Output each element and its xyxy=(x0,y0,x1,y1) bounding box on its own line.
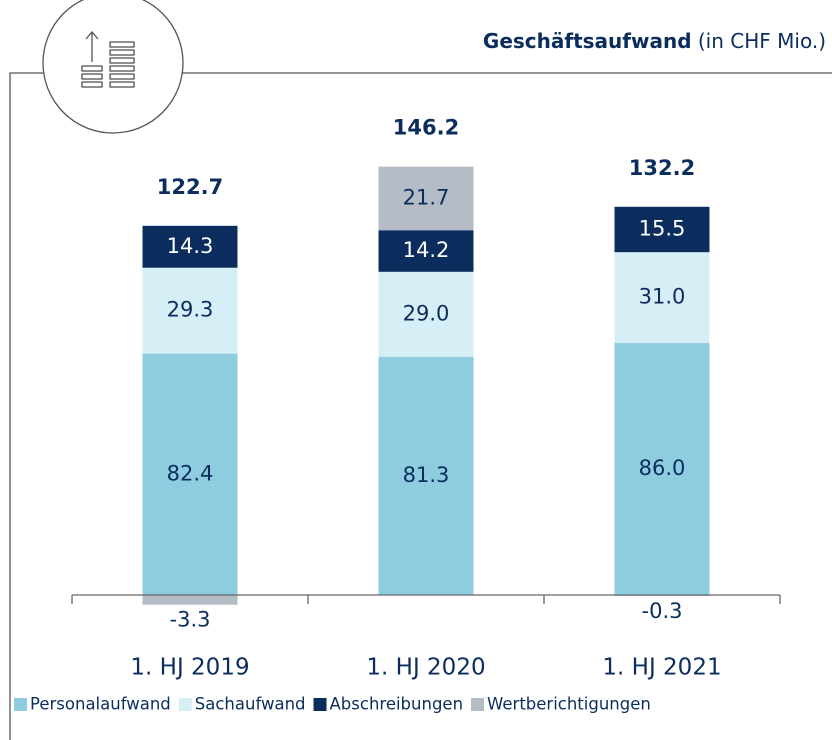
x-tick-label: 1. HJ 2020 xyxy=(366,655,485,681)
bar-segment xyxy=(142,225,238,268)
legend-label: Sachaufwand xyxy=(195,695,306,714)
x-tick-label: 1. HJ 2021 xyxy=(602,655,721,681)
data-label: 31.0 xyxy=(639,285,686,309)
bar-segment xyxy=(614,252,710,344)
frame xyxy=(9,0,832,740)
legend-label: Personalaufwand xyxy=(30,695,171,714)
data-label: 81.3 xyxy=(403,463,450,487)
bar-segment xyxy=(378,166,474,231)
total-label: 146.2 xyxy=(393,116,459,140)
frame-left xyxy=(9,72,44,740)
chart-title: Geschäftsaufwand xyxy=(483,29,692,53)
bar-segment xyxy=(378,356,474,595)
data-label: -3.3 xyxy=(170,608,211,632)
chart-subtitle: (in CHF Mio.) xyxy=(698,29,826,53)
x-tick-label: 1. HJ 2019 xyxy=(130,655,249,681)
legend-label: Wertberichtigungen xyxy=(487,695,651,714)
bar-segment xyxy=(614,343,710,595)
bar-segment xyxy=(142,595,238,605)
data-label: 29.3 xyxy=(167,298,214,322)
legend-swatch xyxy=(178,698,192,711)
icon-blocks xyxy=(81,41,135,88)
bar-segment xyxy=(142,267,238,354)
bar-segment xyxy=(378,230,474,272)
icon-circle xyxy=(42,0,184,134)
total-label: 132.2 xyxy=(629,156,695,180)
icon-arrow xyxy=(85,31,99,62)
data-label: -0.3 xyxy=(642,599,683,623)
legend-label: Abschreibungen xyxy=(330,695,464,714)
data-label: 29.0 xyxy=(403,301,450,325)
legend-swatch xyxy=(471,698,485,711)
data-label: 14.2 xyxy=(403,238,450,262)
data-label: 82.4 xyxy=(167,461,214,485)
data-label: 15.5 xyxy=(639,216,686,240)
legend-swatch xyxy=(313,698,327,711)
data-label: 86.0 xyxy=(639,456,686,480)
bar-segment xyxy=(378,271,474,357)
chart-title-group: Geschäftsaufwand (in CHF Mio.) xyxy=(483,29,826,53)
bar-segment xyxy=(614,206,710,253)
data-label: 21.7 xyxy=(403,185,450,209)
bar-segment xyxy=(142,353,238,595)
legend-swatch xyxy=(14,698,27,711)
total-label: 122.7 xyxy=(157,175,223,199)
data-label: 14.3 xyxy=(167,234,214,258)
